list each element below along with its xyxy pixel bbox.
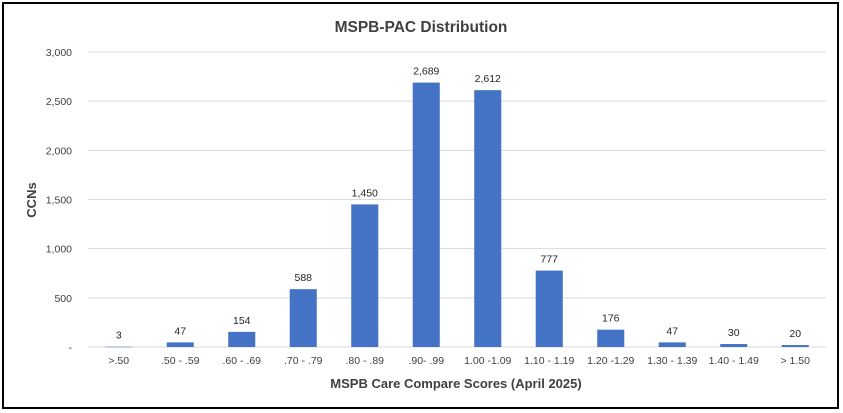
y-tick-label: 3,000 [46,47,72,59]
bar [720,344,748,347]
data-label: 47 [666,325,678,337]
bar [105,346,133,348]
bar [228,331,256,347]
x-tick-label: .70 - .79 [284,355,323,367]
data-label: 588 [294,272,312,284]
data-labels: 3 47 154 588 1,450 2,689 2,612 777 176 47 30 20 [116,66,801,342]
x-tick-label: .50 - .59 [161,355,200,367]
x-tick-label: 1.00 -1.09 [464,355,511,367]
y-tick-label: 1,500 [46,195,72,207]
bars [105,82,809,348]
data-label: 2,689 [413,66,439,78]
data-label: 777 [540,254,558,266]
bar [166,342,194,347]
y-axis-ticks: - 500 1,000 1,500 2,000 2,500 3,000 [46,47,73,354]
y-axis-title: CCNs [24,182,39,217]
x-axis-ticks: >.50 .50 - .59 .60 - .69 .70 - .79 .80 - .89… [108,355,810,367]
x-tick-label: 1.20 -1.29 [587,355,634,367]
data-label: 47 [174,325,186,337]
bar [351,204,379,347]
bar [597,329,625,347]
y-tick-label: 1,000 [46,244,72,256]
data-label: 20 [789,328,801,340]
y-tick-label: 2,000 [46,145,72,157]
data-label: 3 [116,330,122,342]
bar [781,345,809,347]
x-tick-label: > 1.50 [781,355,811,367]
data-label: 176 [602,313,620,325]
bar [412,82,440,347]
gridlines [88,51,826,348]
x-axis-title: MSPB Care Compare Scores (April 2025) [330,376,581,391]
x-tick-label: 1.40 - 1.49 [709,355,759,367]
x-tick-label: 1.30 - 1.39 [647,355,697,367]
data-label: 30 [728,327,740,339]
data-label: 2,612 [475,73,501,85]
x-tick-label: 1.10 - 1.19 [524,355,574,367]
y-tick-label: 2,500 [46,96,72,108]
x-tick-label: >.50 [108,355,129,367]
y-tick-label: 500 [54,293,72,305]
chart-title: MSPB-PAC Distribution [335,19,508,36]
bar [474,90,502,348]
data-label: 154 [233,315,251,327]
x-tick-label: .80 - .89 [345,355,384,367]
x-tick-label: .90- .99 [408,355,444,367]
bar [289,289,317,347]
bar [658,342,686,347]
x-tick-label: .60 - .69 [222,355,261,367]
bar [535,270,563,347]
y-tick-label: - [69,342,73,354]
data-label: 1,450 [352,187,378,199]
